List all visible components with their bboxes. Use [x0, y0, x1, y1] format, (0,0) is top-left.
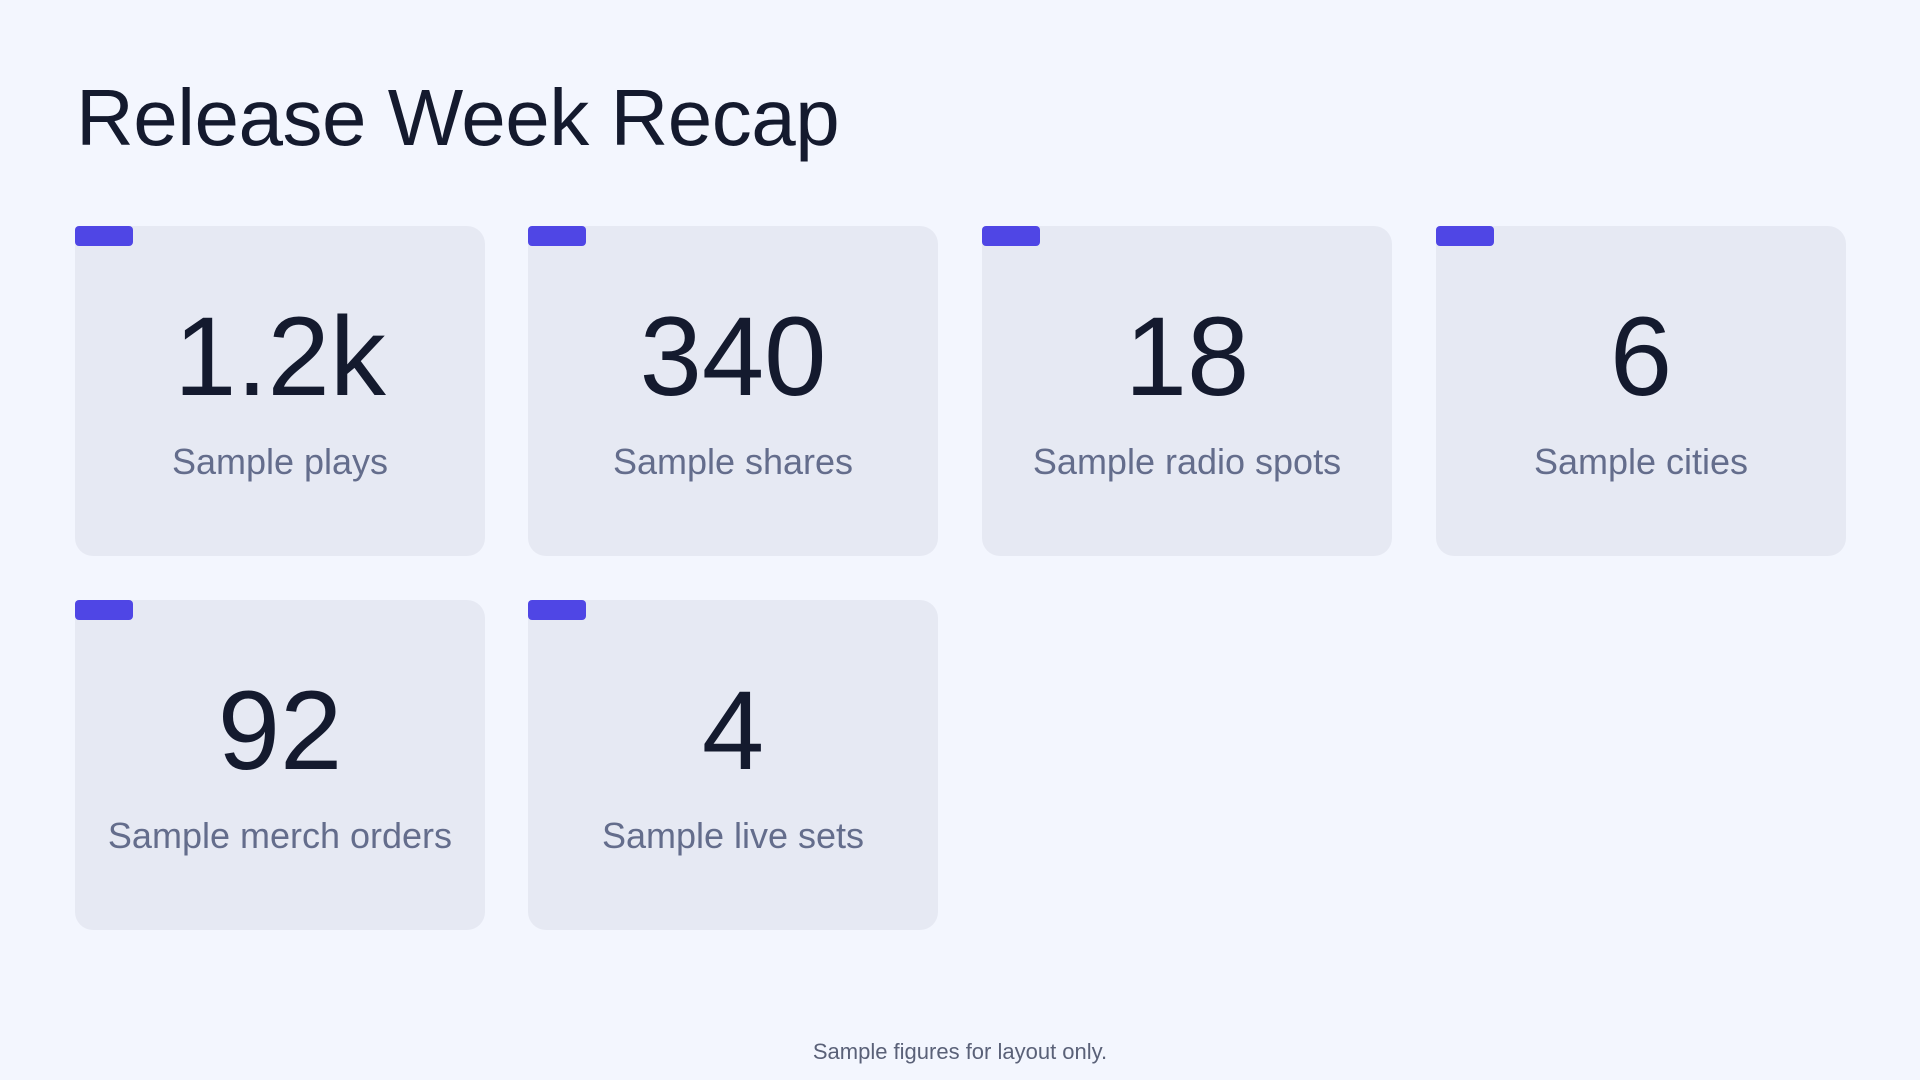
card-accent-bar [528, 600, 586, 620]
stat-label: Sample shares [612, 441, 854, 482]
stat-label: Sample cities [1533, 441, 1749, 482]
stat-card-live-sets: 4 Sample live sets [528, 600, 938, 930]
stat-label: Sample merch orders [107, 815, 453, 856]
stat-card-cities: 6 Sample cities [1436, 226, 1846, 556]
footnote: Sample figures for layout only. [812, 1039, 1108, 1064]
stat-value: 92 [217, 668, 343, 793]
stat-value: 4 [701, 668, 765, 793]
stat-label: Sample radio spots [1032, 441, 1342, 482]
stat-card-radio-spots: 18 Sample radio spots [982, 226, 1392, 556]
stat-card-merch-orders: 92 Sample merch orders [75, 600, 485, 930]
stat-value: 18 [1124, 294, 1250, 419]
stat-label: Sample live sets [601, 815, 865, 856]
stat-card-shares: 340 Sample shares [528, 226, 938, 556]
stat-value: 340 [639, 294, 827, 419]
stat-value: 1.2k [174, 294, 386, 419]
stat-value: 6 [1609, 294, 1673, 419]
stat-card-plays: 1.2k Sample plays [75, 226, 485, 556]
card-accent-bar [75, 600, 133, 620]
page-title: Release Week Recap [76, 73, 840, 162]
card-accent-bar [528, 226, 586, 246]
card-accent-bar [982, 226, 1040, 246]
card-accent-bar [1436, 226, 1494, 246]
stat-label: Sample plays [171, 441, 389, 482]
card-accent-bar [75, 226, 133, 246]
